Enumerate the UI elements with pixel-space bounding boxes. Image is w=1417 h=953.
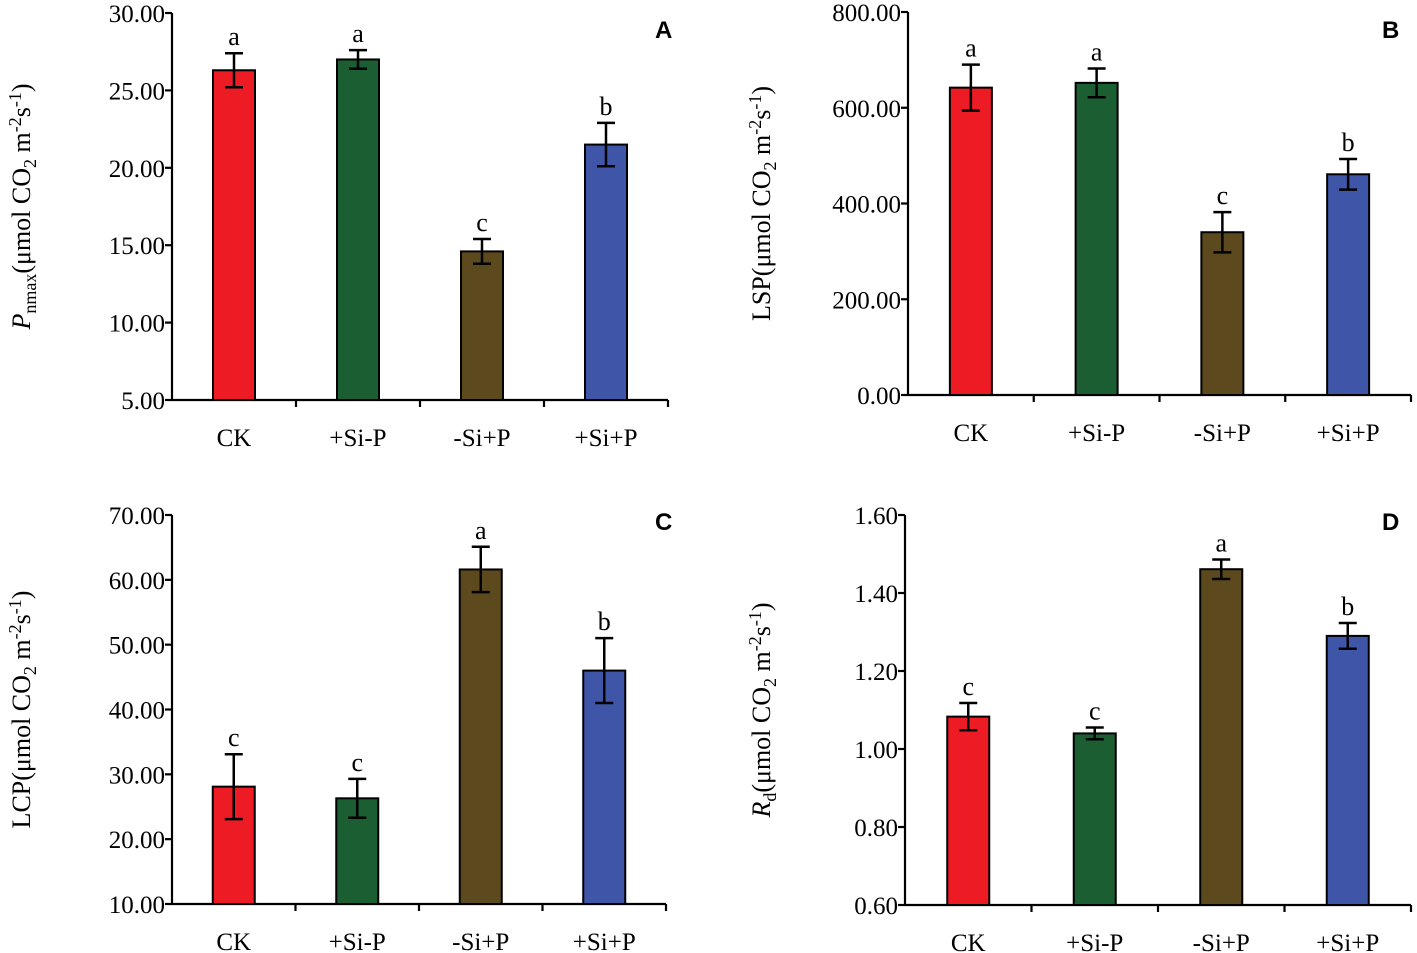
category-label: -Si+P <box>453 425 510 452</box>
bar-ck <box>212 69 256 401</box>
bar-ck <box>946 715 991 906</box>
chart-panel-b: 0.00 200.00 400.00 600.00 800.00 a CK a +Si-P c -S… <box>745 0 1413 447</box>
bar-plusminus-siplusminus-p <box>582 669 627 905</box>
y-tick-label: 15.00 <box>109 233 165 260</box>
y-tick-label: 1.60 <box>854 503 898 530</box>
bar-minus-siplusminus-p <box>1200 231 1245 396</box>
significance-letter: a <box>352 19 364 48</box>
category-label: -Si+P <box>1193 930 1250 953</box>
bar-ck <box>948 86 993 397</box>
panel-label: D <box>1382 509 1399 536</box>
category-label: +Si-P <box>329 425 386 452</box>
y-tick-label: 30.00 <box>109 1 165 28</box>
significance-letter: b <box>1341 592 1354 621</box>
y-tick-label: 200.00 <box>832 287 901 314</box>
panel-label: B <box>1382 17 1399 44</box>
y-tick-label: 30.00 <box>109 762 165 789</box>
category-label: CK <box>217 425 252 452</box>
y-tick-label: 400.00 <box>832 192 901 219</box>
significance-letter: c <box>228 723 240 752</box>
bar-minus-siplusminus-p <box>458 568 503 906</box>
significance-letter: b <box>600 92 613 121</box>
category-label: +Si-P <box>1068 420 1125 447</box>
significance-letter: c <box>351 748 363 777</box>
significance-letter: a <box>475 516 487 545</box>
y-axis-label: Rd(μmol CO2 m-2s-1) <box>745 602 780 818</box>
bar-minus-siplusminus-p <box>460 250 504 401</box>
category-label: +Si+P <box>575 425 638 452</box>
significance-letter: a <box>965 34 977 63</box>
y-tick-label: 40.00 <box>109 698 165 725</box>
y-tick-label: 10.00 <box>109 892 165 919</box>
category-label: +Si+P <box>1317 420 1380 447</box>
y-tick-label: 0.00 <box>857 383 901 410</box>
category-label: CK <box>216 929 251 953</box>
y-tick-label: 60.00 <box>109 568 165 595</box>
chart-panel-d: 0.60 0.80 1.00 1.20 1.40 1.60 c CK c +Si-P a -Si+P b… <box>745 503 1413 953</box>
y-tick-label: 1.20 <box>854 659 898 686</box>
bar-plusminus-siplusminus-p <box>1325 634 1370 907</box>
significance-letter: c <box>1217 181 1229 210</box>
y-tick-label: 0.80 <box>854 815 898 842</box>
category-label: +Si+P <box>1316 930 1379 953</box>
y-tick-label: 25.00 <box>109 78 165 105</box>
y-tick-label: 50.00 <box>109 633 165 660</box>
significance-letter: c <box>1089 697 1101 726</box>
y-tick-label: 600.00 <box>832 96 901 123</box>
significance-letter: a <box>228 22 240 51</box>
category-label: CK <box>951 930 986 953</box>
y-axis-label: LSP(μmol CO2 m-2s-1) <box>745 86 780 321</box>
significance-letter: c <box>476 208 488 237</box>
category-label: -Si+P <box>452 929 509 953</box>
bar-plusminus-siplusminus-p <box>1326 173 1371 396</box>
significance-letter: c <box>962 672 974 701</box>
y-tick-label: 70.00 <box>109 503 165 530</box>
category-label: -Si+P <box>1194 420 1251 447</box>
category-label: +Si-P <box>329 929 386 953</box>
y-tick-label: 10.00 <box>109 311 165 338</box>
bar-minus-siplusminus-p <box>1199 568 1244 907</box>
y-axis-label: LCP(μmol CO2 m-2s-1) <box>5 591 40 829</box>
significance-letter: a <box>1215 528 1227 557</box>
chart-panel-c: 10.00 20.00 30.00 40.00 50.00 60.00 70.00 c CK c +… <box>5 503 672 953</box>
bar-plusminus-siminus-p <box>1074 81 1119 396</box>
significance-letter: a <box>1091 37 1103 66</box>
y-tick-label: 20.00 <box>109 827 165 854</box>
category-label: CK <box>954 420 989 447</box>
y-tick-label: 1.40 <box>854 581 898 608</box>
y-tick-label: 1.00 <box>854 737 898 764</box>
chart-panel-a: 5.00 10.00 15.00 20.00 25.00 30.00 a CK a +Si-P c -… <box>5 1 672 452</box>
panel-label: A <box>655 17 672 44</box>
y-tick-label: 5.00 <box>121 388 165 415</box>
y-tick-label: 20.00 <box>109 156 165 183</box>
category-label: +Si+P <box>573 929 636 953</box>
significance-letter: b <box>1342 128 1355 157</box>
y-axis-label: Pnmax(μmol CO2 m-2s-1) <box>5 83 40 330</box>
bar-plusminus-siminus-p <box>1072 732 1117 907</box>
bar-plusminus-siplusminus-p <box>584 143 628 401</box>
y-tick-label: 0.60 <box>854 893 898 920</box>
bar-plusminus-siminus-p <box>336 58 380 401</box>
panel-label: C <box>655 509 672 536</box>
category-label: +Si-P <box>1066 930 1123 953</box>
y-tick-label: 800.00 <box>832 0 901 27</box>
significance-letter: b <box>598 607 611 636</box>
